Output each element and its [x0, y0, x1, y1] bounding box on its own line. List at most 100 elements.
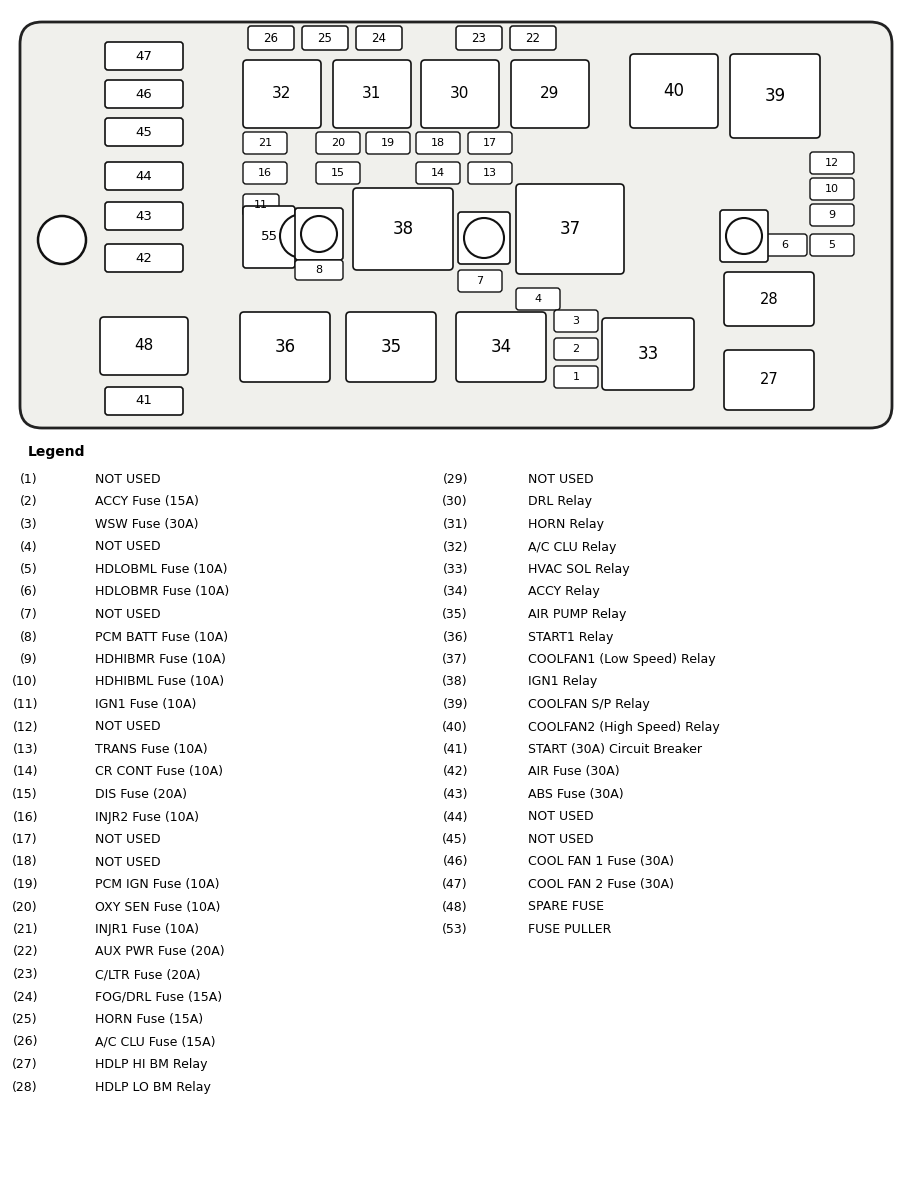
Text: (43): (43): [442, 788, 467, 802]
Text: ACCY Fuse (15A): ACCY Fuse (15A): [95, 496, 199, 509]
FancyBboxPatch shape: [105, 42, 183, 70]
Text: 19: 19: [381, 138, 394, 148]
FancyBboxPatch shape: [242, 60, 321, 128]
FancyBboxPatch shape: [365, 132, 410, 154]
Text: NOT USED: NOT USED: [95, 856, 160, 869]
Text: 11: 11: [254, 200, 268, 210]
FancyBboxPatch shape: [333, 60, 411, 128]
Text: HORN Relay: HORN Relay: [527, 518, 603, 530]
Text: 34: 34: [490, 338, 511, 356]
FancyBboxPatch shape: [457, 270, 501, 292]
Text: (27): (27): [13, 1058, 38, 1070]
Text: COOLFAN1 (Low Speed) Relay: COOLFAN1 (Low Speed) Relay: [527, 653, 715, 666]
Text: (37): (37): [442, 653, 467, 666]
Text: NOT USED: NOT USED: [527, 810, 593, 823]
Text: 28: 28: [759, 292, 777, 306]
Text: (9): (9): [20, 653, 38, 666]
Text: (15): (15): [13, 788, 38, 802]
FancyBboxPatch shape: [105, 244, 183, 272]
Text: (48): (48): [442, 900, 467, 913]
Text: (16): (16): [13, 810, 38, 823]
FancyBboxPatch shape: [630, 54, 717, 128]
Text: 14: 14: [431, 168, 445, 178]
Text: NOT USED: NOT USED: [95, 473, 160, 486]
FancyBboxPatch shape: [456, 26, 501, 50]
Text: (39): (39): [442, 698, 467, 710]
FancyBboxPatch shape: [553, 366, 598, 388]
FancyBboxPatch shape: [315, 162, 360, 184]
Text: NOT USED: NOT USED: [95, 833, 160, 846]
Text: START (30A) Circuit Breaker: START (30A) Circuit Breaker: [527, 743, 701, 756]
Text: 42: 42: [136, 252, 152, 264]
Text: 43: 43: [136, 210, 152, 222]
Text: NOT USED: NOT USED: [527, 833, 593, 846]
Text: WSW Fuse (30A): WSW Fuse (30A): [95, 518, 199, 530]
Text: 13: 13: [483, 168, 496, 178]
FancyBboxPatch shape: [105, 118, 183, 146]
Text: (25): (25): [13, 1013, 38, 1026]
FancyBboxPatch shape: [457, 212, 509, 264]
Text: (14): (14): [13, 766, 38, 779]
Text: AIR PUMP Relay: AIR PUMP Relay: [527, 608, 626, 622]
Text: HDHIBML Fuse (10A): HDHIBML Fuse (10A): [95, 676, 224, 689]
Text: (21): (21): [13, 923, 38, 936]
Text: 7: 7: [476, 276, 483, 286]
Text: HDLOBML Fuse (10A): HDLOBML Fuse (10A): [95, 563, 227, 576]
Text: A/C CLU Fuse (15A): A/C CLU Fuse (15A): [95, 1036, 215, 1049]
Text: 26: 26: [263, 31, 278, 44]
FancyBboxPatch shape: [723, 272, 814, 326]
Text: (34): (34): [442, 586, 467, 599]
Text: (13): (13): [13, 743, 38, 756]
Text: ACCY Relay: ACCY Relay: [527, 586, 599, 599]
FancyBboxPatch shape: [516, 288, 559, 310]
Text: (36): (36): [442, 630, 467, 643]
FancyBboxPatch shape: [467, 132, 511, 154]
Text: 5: 5: [827, 240, 834, 250]
FancyBboxPatch shape: [315, 132, 360, 154]
Text: 25: 25: [317, 31, 333, 44]
FancyBboxPatch shape: [421, 60, 498, 128]
Text: 22: 22: [525, 31, 540, 44]
Text: AIR Fuse (30A): AIR Fuse (30A): [527, 766, 619, 779]
Text: HDLP HI BM Relay: HDLP HI BM Relay: [95, 1058, 208, 1070]
Text: (19): (19): [13, 878, 38, 890]
FancyBboxPatch shape: [467, 162, 511, 184]
Text: HORN Fuse (15A): HORN Fuse (15A): [95, 1013, 203, 1026]
Text: (11): (11): [13, 698, 38, 710]
Text: 4: 4: [534, 294, 541, 304]
FancyBboxPatch shape: [105, 386, 183, 415]
Text: NOT USED: NOT USED: [527, 473, 593, 486]
Text: 10: 10: [824, 184, 838, 194]
Text: (38): (38): [442, 676, 467, 689]
Text: 40: 40: [663, 82, 684, 100]
Text: DRL Relay: DRL Relay: [527, 496, 591, 509]
FancyBboxPatch shape: [242, 162, 287, 184]
Text: (23): (23): [13, 968, 38, 982]
Text: (32): (32): [442, 540, 467, 553]
FancyBboxPatch shape: [601, 318, 693, 390]
Text: COOLFAN2 (High Speed) Relay: COOLFAN2 (High Speed) Relay: [527, 720, 719, 733]
Text: 8: 8: [315, 265, 322, 275]
Text: (5): (5): [20, 563, 38, 576]
FancyBboxPatch shape: [723, 350, 814, 410]
Text: 1: 1: [572, 372, 578, 382]
FancyBboxPatch shape: [719, 210, 767, 262]
FancyBboxPatch shape: [553, 310, 598, 332]
Text: (24): (24): [13, 990, 38, 1003]
Circle shape: [725, 218, 762, 254]
Text: 48: 48: [134, 338, 153, 354]
Text: 15: 15: [331, 168, 344, 178]
FancyBboxPatch shape: [240, 312, 330, 382]
Text: (30): (30): [442, 496, 467, 509]
Text: PCM IGN Fuse (10A): PCM IGN Fuse (10A): [95, 878, 220, 890]
FancyBboxPatch shape: [809, 234, 853, 256]
Text: 30: 30: [450, 86, 469, 102]
FancyBboxPatch shape: [302, 26, 348, 50]
Text: HDHIBMR Fuse (10A): HDHIBMR Fuse (10A): [95, 653, 226, 666]
Text: 6: 6: [781, 240, 788, 250]
Text: DIS Fuse (20A): DIS Fuse (20A): [95, 788, 187, 802]
Text: NOT USED: NOT USED: [95, 540, 160, 553]
Circle shape: [38, 216, 86, 264]
FancyBboxPatch shape: [509, 26, 556, 50]
Text: 37: 37: [558, 220, 580, 238]
